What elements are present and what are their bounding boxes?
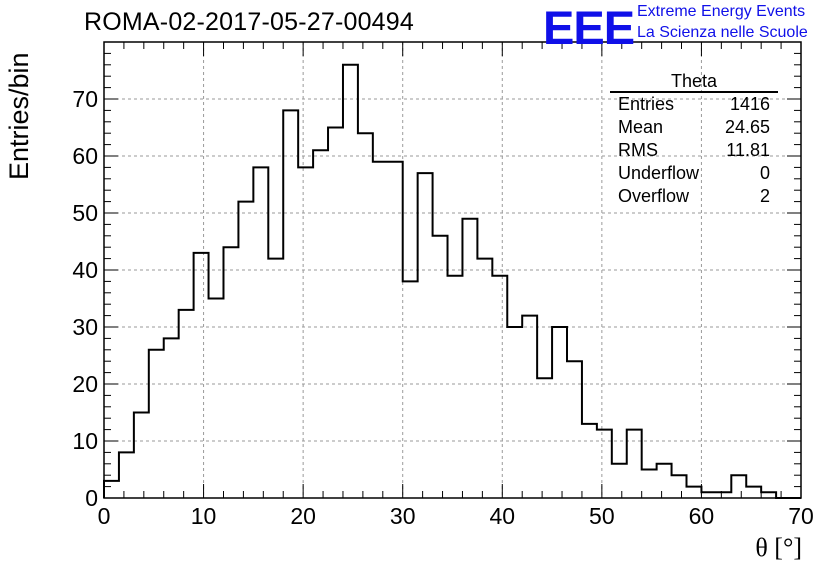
stats-value: 2: [759, 186, 770, 206]
histogram-bin: [418, 173, 433, 498]
stats-row-overflow: Overflow 2: [610, 185, 778, 208]
histogram-bin: [298, 167, 313, 498]
stats-row-rms: RMS 11.81: [610, 139, 778, 162]
histogram-bin: [567, 361, 582, 498]
histogram-bin: [746, 487, 761, 498]
stats-value: 11.81: [726, 140, 770, 160]
stats-key: Underflow: [618, 163, 700, 183]
histogram-bin: [134, 413, 149, 499]
x-tick-label: 20: [290, 503, 316, 529]
histogram-bin: [119, 452, 134, 498]
x-axis-label: θ [°]: [755, 533, 802, 562]
stats-key: Overflow: [618, 186, 690, 206]
y-tick-label: 60: [72, 143, 98, 169]
histogram-bin: [403, 281, 418, 498]
histogram-bin: [701, 492, 716, 498]
x-tick-label: 10: [191, 503, 217, 529]
logo-line-1: Extreme Energy Events: [637, 3, 806, 20]
histogram-bin: [149, 350, 164, 498]
stats-row-entries: Entries 1416: [610, 93, 778, 116]
histogram-bin: [283, 110, 298, 498]
histogram-bin: [343, 65, 358, 498]
stats-key: RMS: [618, 140, 658, 160]
stats-value: 24.65: [724, 117, 770, 137]
x-tick-label: 60: [689, 503, 715, 529]
x-tick-label: 40: [489, 503, 515, 529]
histogram-bin: [537, 378, 552, 498]
histogram-bin: [313, 150, 328, 498]
stats-key: Entries: [618, 94, 675, 114]
x-tick-label: 30: [390, 503, 416, 529]
histogram-bin: [686, 487, 701, 498]
histogram-bin: [657, 464, 672, 498]
histogram-bin: [582, 424, 597, 498]
histogram-bin: [194, 253, 209, 498]
histogram-bin: [462, 219, 477, 498]
histogram-bin: [268, 259, 283, 498]
histogram-bin: [253, 167, 268, 498]
y-tick-label: 10: [72, 428, 98, 454]
x-tick-label: 0: [98, 503, 111, 529]
stats-row-mean: Mean 24.65: [610, 116, 778, 139]
stats-value: 1416: [729, 94, 770, 114]
x-tick-label: 70: [788, 503, 814, 529]
histogram-bin: [328, 128, 343, 499]
stats-value: 0: [759, 163, 770, 183]
y-tick-label: 70: [72, 86, 98, 112]
histogram-bin: [358, 133, 373, 498]
histogram-bin: [716, 492, 731, 498]
histogram-bin: [388, 162, 403, 498]
logo-line-2: La Scienza nelle Scuole: [637, 24, 808, 41]
y-tick-label: 20: [72, 371, 98, 397]
stats-title: Theta: [610, 72, 778, 93]
histogram-bin: [373, 162, 388, 498]
histogram-bin: [672, 475, 687, 498]
histogram-bin: [164, 338, 179, 498]
histogram-bin: [731, 475, 746, 498]
histogram-bin: [179, 310, 194, 498]
histogram-series: [103, 63, 801, 499]
histogram-bin: [522, 316, 537, 498]
y-tick-label: 30: [72, 314, 98, 340]
y-tick-label: 50: [72, 200, 98, 226]
y-tick-label: 40: [72, 257, 98, 283]
histogram-bin: [238, 202, 253, 498]
histogram-bin: [448, 276, 463, 498]
histogram-bin: [597, 430, 612, 498]
x-tick-label: 50: [589, 503, 615, 529]
histogram-bin: [477, 259, 492, 498]
y-axis-label: Entries/bin: [4, 52, 34, 180]
stats-key: Mean: [618, 117, 664, 137]
plot-frame: [103, 41, 802, 499]
histogram-bin: [507, 327, 522, 498]
histogram-bin: [104, 481, 119, 498]
stats-row-underflow: Underflow 0: [610, 162, 778, 185]
histogram-bin: [492, 276, 507, 498]
y-tick-label: 0: [85, 485, 98, 511]
histogram-bin: [209, 299, 224, 499]
histogram-bin: [612, 464, 627, 498]
histogram-bin: [761, 492, 776, 498]
eee-logo-mark: EEE: [543, 1, 635, 54]
histogram-bin: [627, 430, 642, 498]
chart-title: ROMA-02-2017-05-27-00494: [84, 8, 414, 36]
histogram-bin: [642, 470, 657, 499]
histogram-bin: [223, 247, 238, 498]
histogram-bin: [552, 327, 567, 498]
stats-box: Theta Entries 1416 Mean 24.65 RMS 11.81 …: [610, 72, 778, 208]
histogram-bin: [433, 236, 448, 498]
